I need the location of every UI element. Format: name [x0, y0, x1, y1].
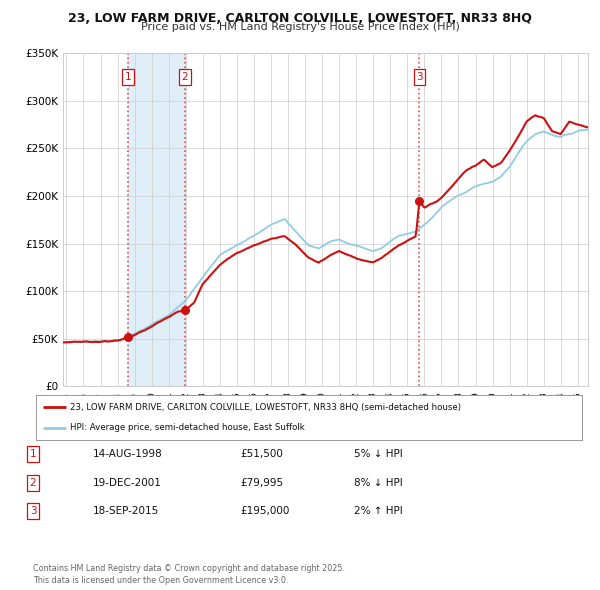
Text: 3: 3: [416, 72, 423, 82]
Text: 2: 2: [182, 72, 188, 82]
Text: Contains HM Land Registry data © Crown copyright and database right 2025.
This d: Contains HM Land Registry data © Crown c…: [33, 565, 345, 585]
Bar: [128, 53, 185, 386]
Text: 23, LOW FARM DRIVE, CARLTON COLVILLE, LOWESTOFT, NR33 8HQ: 23, LOW FARM DRIVE, CARLTON COLVILLE, LO…: [68, 12, 532, 25]
Text: £79,995: £79,995: [240, 478, 283, 487]
Text: 8% ↓ HPI: 8% ↓ HPI: [354, 478, 403, 487]
Text: 18-SEP-2015: 18-SEP-2015: [93, 506, 159, 516]
Text: 14-AUG-1998: 14-AUG-1998: [93, 450, 163, 459]
Text: HPI: Average price, semi-detached house, East Suffolk: HPI: Average price, semi-detached house,…: [70, 423, 305, 432]
Text: £51,500: £51,500: [240, 450, 283, 459]
Text: 3: 3: [29, 506, 37, 516]
Text: 1: 1: [29, 450, 37, 459]
Text: 23, LOW FARM DRIVE, CARLTON COLVILLE, LOWESTOFT, NR33 8HQ (semi-detached house): 23, LOW FARM DRIVE, CARLTON COLVILLE, LO…: [70, 403, 461, 412]
Text: £195,000: £195,000: [240, 506, 289, 516]
Text: 19-DEC-2001: 19-DEC-2001: [93, 478, 162, 487]
Text: 2% ↑ HPI: 2% ↑ HPI: [354, 506, 403, 516]
Text: 5% ↓ HPI: 5% ↓ HPI: [354, 450, 403, 459]
Text: 2: 2: [29, 478, 37, 487]
Text: 1: 1: [125, 72, 131, 82]
Text: Price paid vs. HM Land Registry's House Price Index (HPI): Price paid vs. HM Land Registry's House …: [140, 22, 460, 32]
